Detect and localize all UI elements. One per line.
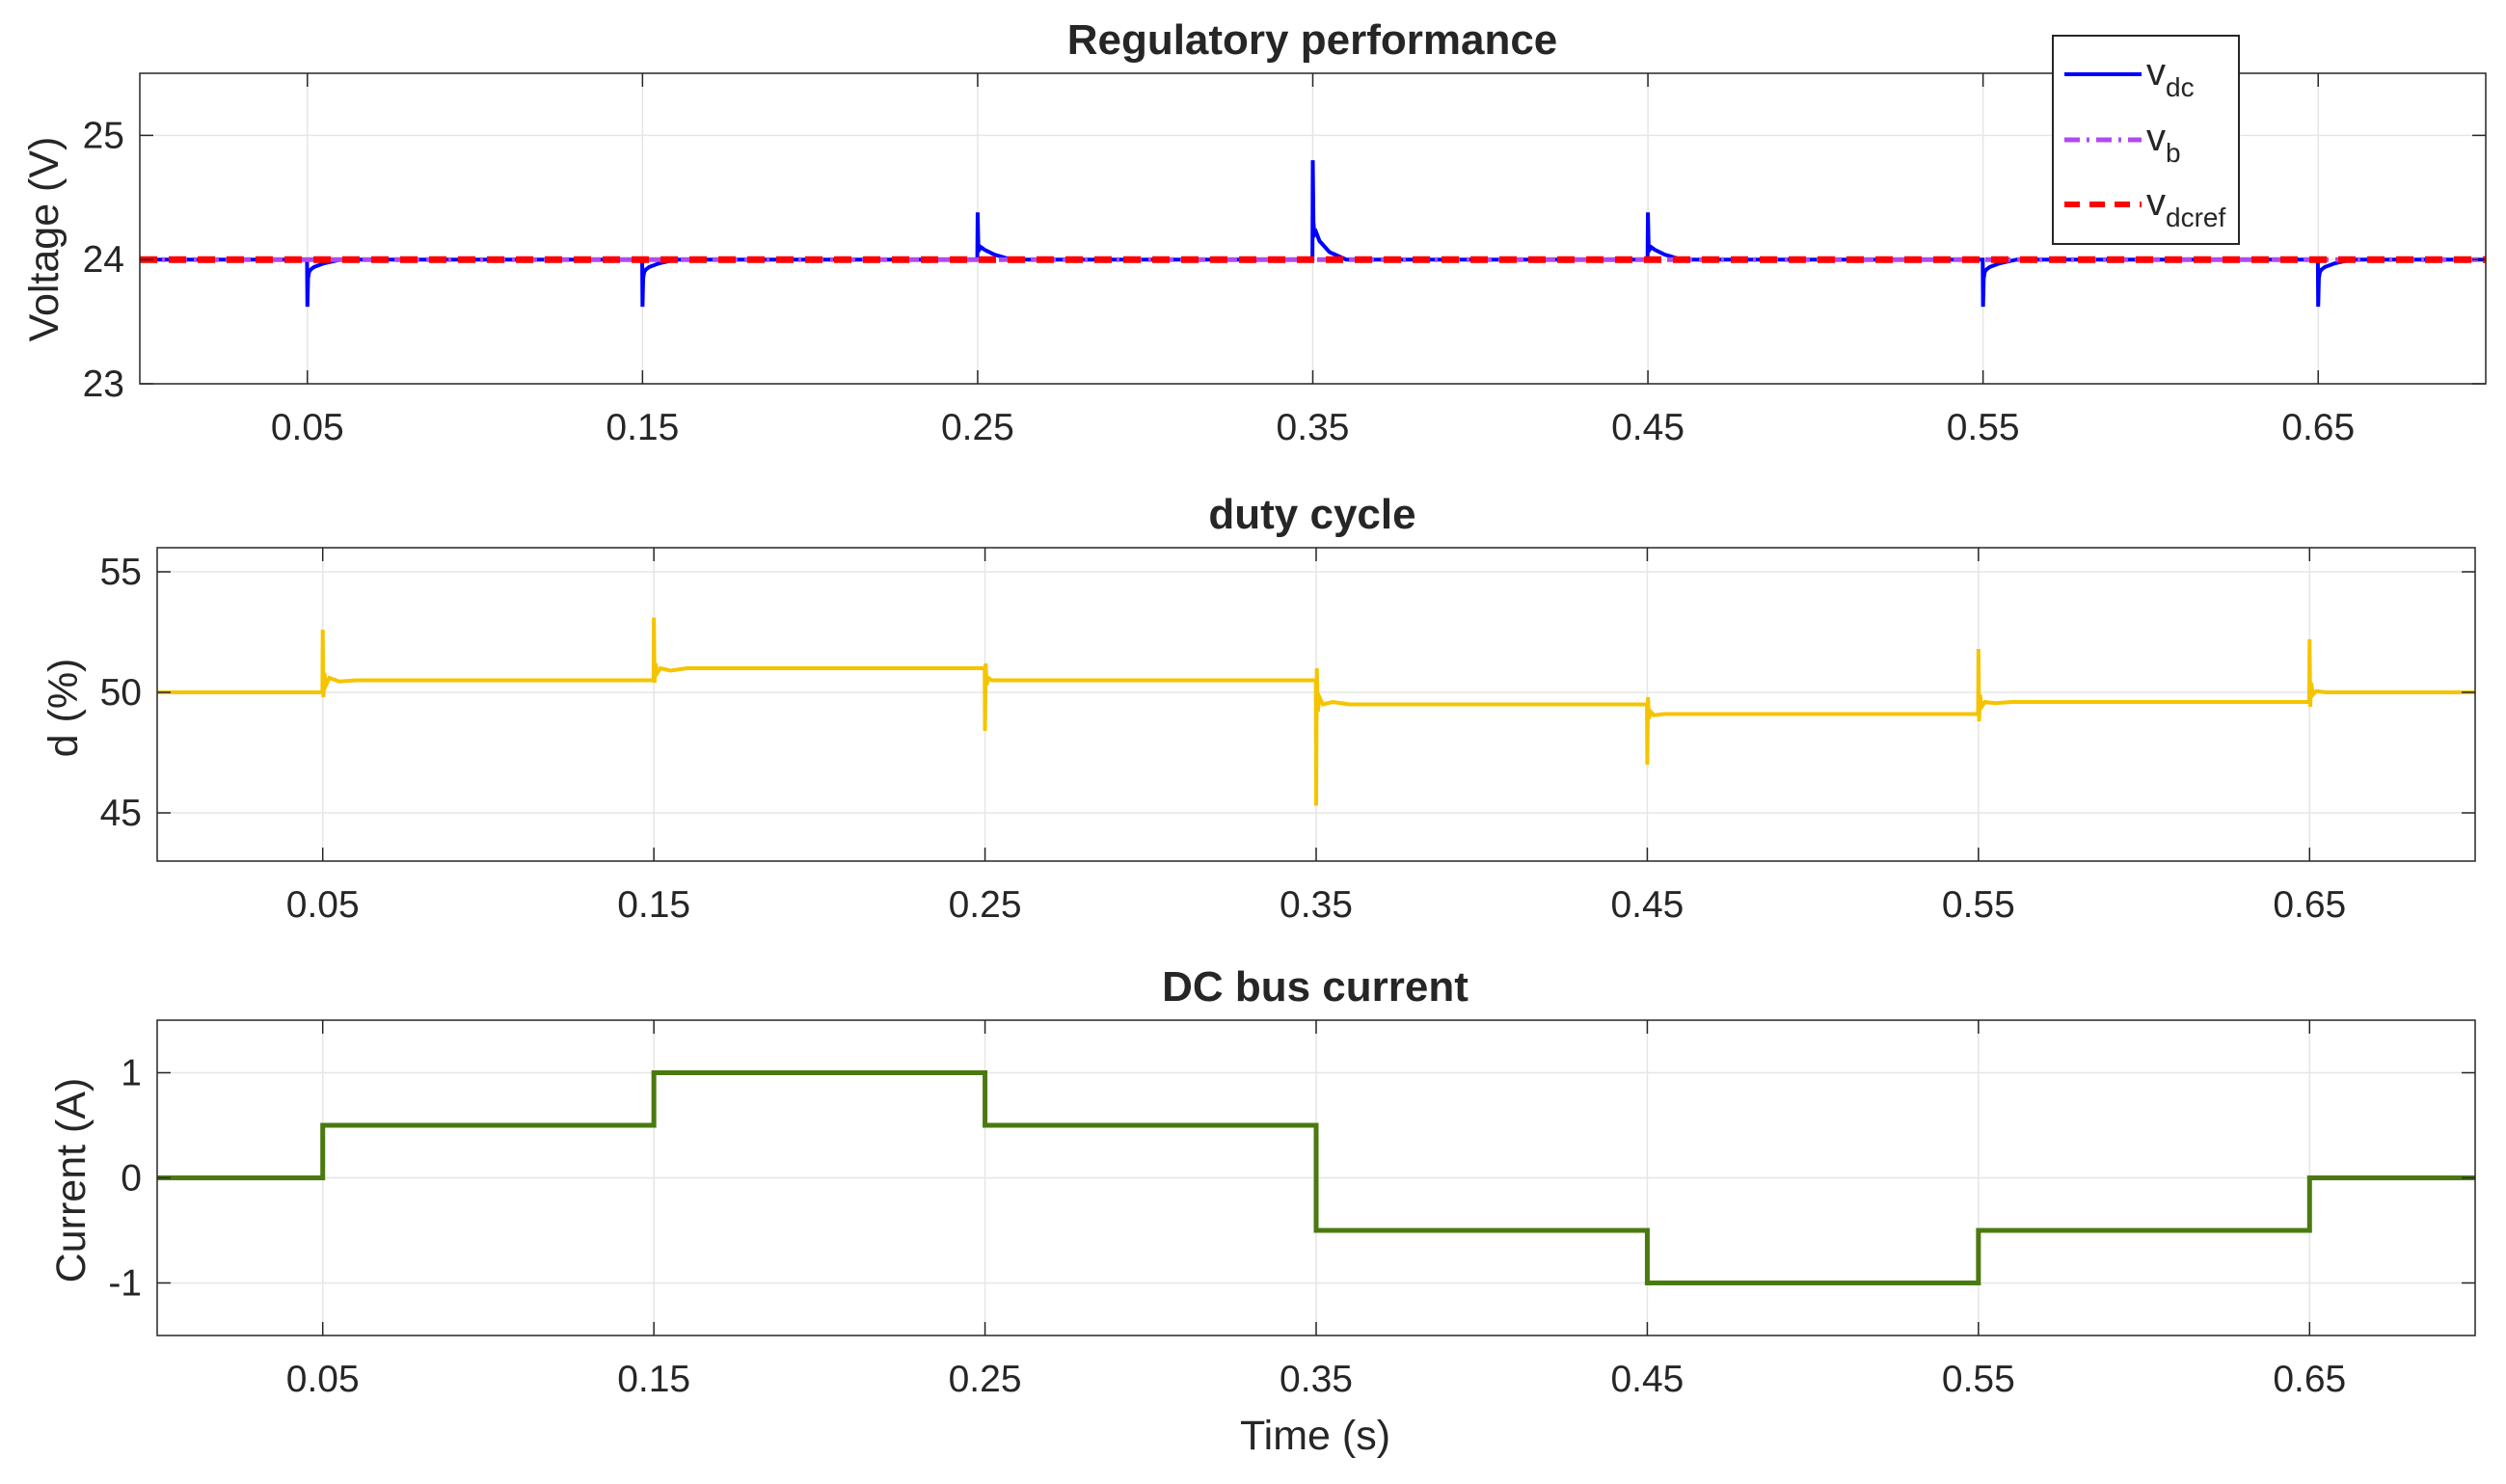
duty-cycle-x-tick-label-3: 0.35 (1280, 884, 1353, 926)
voltage-panel-title: Regulatory performance (1067, 16, 1558, 64)
voltage-x-tick-label-5: 0.55 (1947, 407, 2020, 448)
dc-bus-current-x-tick-label-0: 0.05 (286, 1359, 360, 1400)
legend-label-vdcref: vdcref (2146, 181, 2225, 232)
dc-bus-current-panel: DC bus current Current (A) Time (s) 0.05… (48, 963, 2476, 1459)
voltage-x-tick-label-0: 0.05 (271, 407, 344, 448)
voltage-y-tick-label-1: 24 (83, 239, 124, 281)
voltage-x-tick-label-4: 0.45 (1611, 407, 1684, 448)
legend-label-vdc: vdc (2146, 51, 2195, 102)
dc-bus-current-y-axis-label: Current (A) (48, 1078, 94, 1283)
dc-bus-current-x-tick-label-5: 0.55 (1942, 1359, 2015, 1400)
legend-label-vb: vb (2146, 117, 2181, 168)
duty-cycle-panel-title: duty cycle (1208, 491, 1415, 538)
dc-bus-current-panel-title: DC bus current (1162, 963, 1469, 1011)
duty-cycle-axes: 0.05 0.15 0.25 0.35 0.45 0.55 0.65 45 50 55 (100, 547, 2476, 926)
dc-bus-current-y-tick-label-0: -1 (108, 1263, 142, 1305)
duty-cycle-series (157, 617, 2475, 806)
dc-bus-current-axes: 0.05 0.15 0.25 0.35 0.45 0.55 0.65 -1 0 1 (108, 1019, 2476, 1400)
voltage-x-tick-label-3: 0.35 (1277, 407, 1350, 448)
duty-cycle-panel: duty cycle d (%) 0.05 0.15 0.25 0.35 0.45 0.5… (40, 491, 2476, 926)
duty-cycle-y-tick-label-0: 45 (100, 793, 142, 834)
dc-bus-current-x-tick-label-2: 0.25 (949, 1359, 1022, 1400)
duty-cycle-x-tick-label-2: 0.25 (949, 884, 1022, 926)
voltage-axes: 0.05 0.15 0.25 0.35 0.45 0.55 0.65 23 24 25 (83, 72, 2487, 448)
legend-box (2052, 35, 2240, 245)
voltage-x-tick-label-1: 0.15 (606, 407, 679, 448)
duty-cycle-series-line-d (157, 617, 2475, 806)
duty-cycle-x-tick-label-4: 0.45 (1610, 884, 1684, 926)
voltage-series (140, 160, 2486, 308)
dc-bus-current-x-tick-label-4: 0.45 (1610, 1359, 1684, 1400)
time-x-axis-label: Time (s) (1240, 1413, 1390, 1459)
dc-bus-current-series (157, 1070, 2475, 1285)
dc-bus-current-x-tick-label-6: 0.65 (2273, 1359, 2346, 1400)
voltage-y-tick-label-2: 25 (83, 115, 124, 156)
duty-cycle-x-tick-label-6: 0.65 (2273, 884, 2346, 926)
dc-bus-current-series-line-i (157, 1070, 2475, 1285)
dc-bus-current-y-tick-label-1: 0 (121, 1158, 142, 1200)
voltage-x-tick-label-2: 0.25 (941, 407, 1014, 448)
voltage-x-tick-label-6: 0.65 (2281, 407, 2355, 448)
voltage-y-axis-label: Voltage (V) (21, 137, 67, 342)
duty-cycle-y-axis-label: d (%) (40, 659, 87, 758)
voltage-panel: Regulatory performance Voltage (V) 0.05 0… (21, 16, 2487, 448)
duty-cycle-x-tick-label-5: 0.55 (1942, 884, 2015, 926)
duty-cycle-y-tick-label-2: 55 (100, 552, 142, 593)
duty-cycle-x-tick-label-0: 0.05 (286, 884, 360, 926)
duty-cycle-x-tick-label-1: 0.15 (617, 884, 690, 926)
voltage-legend: vdc vb vdcref (2052, 35, 2240, 245)
dc-bus-current-x-tick-label-3: 0.35 (1280, 1359, 1353, 1400)
dc-bus-current-y-tick-label-2: 1 (121, 1053, 142, 1094)
voltage-y-tick-label-0: 23 (83, 364, 124, 405)
duty-cycle-y-tick-label-1: 50 (100, 672, 142, 714)
dc-bus-current-x-tick-label-1: 0.15 (617, 1359, 690, 1400)
